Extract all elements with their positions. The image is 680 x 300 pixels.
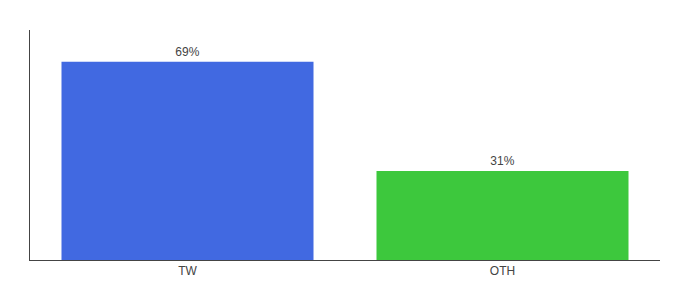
svg-text:31%: 31% bbox=[490, 154, 514, 168]
svg-text:OTH: OTH bbox=[490, 264, 515, 278]
svg-text:69%: 69% bbox=[175, 45, 199, 59]
svg-text:TW: TW bbox=[178, 264, 197, 278]
